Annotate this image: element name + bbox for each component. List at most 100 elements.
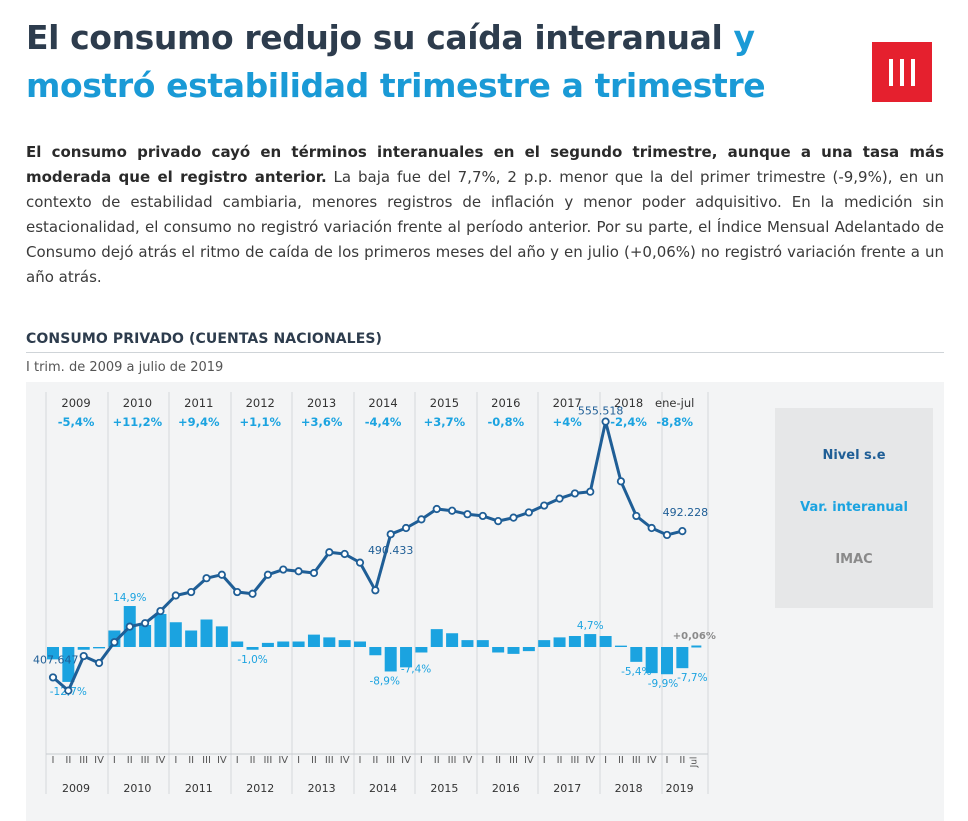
annual-change-label: +1,1% (239, 415, 281, 429)
logo-bar (889, 59, 893, 86)
quarter-tick-label: II (250, 755, 256, 766)
level-point (417, 515, 426, 524)
level-label-start: 407.647 (33, 653, 79, 666)
yoy-bar (154, 614, 167, 647)
quarter-tick-label: I (52, 755, 55, 766)
quarter-tick-label: IV (340, 755, 350, 766)
quarter-tick-label: II (311, 755, 317, 766)
level-label-end: 492.228 (663, 506, 709, 519)
title-part-blue: y mostró estabilidad trimestre a trimest… (26, 18, 766, 105)
month-tick-label: Jul (689, 757, 699, 769)
yoy-bar (676, 647, 689, 669)
yoy-bar (522, 647, 535, 652)
bottom-year-label: 2017 (553, 782, 581, 795)
yoy-data-label: -7,4% (401, 663, 431, 675)
yoy-bar (62, 647, 75, 682)
quarter-tick-label: I (113, 755, 116, 766)
level-point (555, 494, 564, 503)
yoy-bar (645, 647, 658, 674)
quarter-tick-label: III (202, 755, 211, 766)
three-vertical-bars-logo (872, 42, 932, 102)
quarter-tick-label: IV (278, 755, 288, 766)
chart-subtitle: I trim. de 2009 a julio de 2019 (26, 360, 224, 375)
yoy-bar (630, 647, 643, 662)
bottom-year-label: 2012 (246, 782, 274, 795)
page-title: El consumo redujo su caída interanual y … (26, 14, 856, 110)
quarter-tick-label: I (236, 755, 239, 766)
yoy-bar (369, 647, 382, 656)
quarter-tick-label: II (434, 755, 440, 766)
year-header-label: 2013 (307, 396, 336, 410)
yoy-data-label: 14,9% (113, 592, 146, 604)
level-point (401, 523, 411, 533)
level-point (524, 508, 533, 517)
annual-change-label: -0,8% (487, 415, 524, 429)
level-point (340, 549, 349, 559)
yoy-bar (215, 626, 228, 647)
quarter-tick-label: I (174, 755, 177, 766)
logo-bar (900, 59, 904, 86)
title-part-dark: El consumo redujo su caída interanual (26, 18, 734, 57)
quarter-tick-label: III (448, 755, 457, 766)
level-point (110, 638, 119, 647)
level-point (540, 501, 549, 510)
bottom-year-label: 2013 (308, 782, 336, 795)
yoy-bar (461, 640, 474, 647)
level-point (678, 526, 687, 536)
level-point (447, 506, 457, 515)
level-label-max: 555.518 (578, 405, 624, 418)
level-point (632, 511, 641, 521)
yoy-bar (47, 647, 59, 660)
yoy-bar (553, 637, 566, 647)
yoy-bar (185, 630, 198, 647)
quarter-tick-label: IV (217, 755, 227, 766)
quarter-tick-label: I (543, 755, 546, 766)
level-point (48, 673, 58, 682)
legend-item-imac[interactable]: IMAC (835, 552, 873, 567)
yoy-bar (354, 641, 366, 647)
imac-bar (691, 645, 702, 648)
level-point (325, 548, 334, 557)
yoy-bar (614, 645, 627, 647)
lead-bold: El consumo privado cayó en términos inte… (26, 143, 944, 186)
imac-label: +0,06% (673, 631, 716, 642)
annual-change-label: -5,4% (58, 415, 95, 429)
level-point (294, 567, 303, 576)
quarter-tick-label: III (263, 755, 272, 766)
chart-legend: Nivel s.e Var. interanual IMAC (775, 408, 933, 608)
logo-bar (911, 59, 915, 86)
year-header-label: 2015 (430, 396, 459, 410)
quarter-tick-label: IV (585, 755, 595, 766)
bottom-year-label: 2011 (185, 782, 213, 795)
level-point (79, 651, 88, 661)
yoy-bar (492, 647, 505, 653)
legend-item-var-interanual[interactable]: Var. interanual (800, 500, 908, 515)
quarter-tick-label: III (386, 755, 395, 766)
annual-change-label: -2,4% (610, 415, 647, 429)
quarter-tick-label: II (127, 755, 133, 766)
level-point (233, 587, 242, 597)
chart-title-rule (26, 352, 944, 353)
yoy-bar (538, 640, 551, 647)
level-point (570, 489, 580, 498)
yoy-bar (169, 622, 182, 647)
yoy-bar (323, 637, 336, 647)
yoy-bar (277, 641, 290, 647)
bottom-year-label: 2018 (615, 782, 643, 795)
quarter-tick-label: II (618, 755, 624, 766)
yoy-bar (77, 647, 90, 650)
yoy-bar (261, 642, 274, 647)
level-point (309, 568, 319, 578)
quarter-tick-label: I (666, 755, 669, 766)
level-point (94, 658, 104, 668)
yoy-data-label: -7,7% (677, 672, 707, 684)
level-point (125, 622, 134, 631)
yoy-data-label: 4,7% (577, 620, 604, 632)
legend-item-nivel[interactable]: Nivel s.e (822, 448, 886, 463)
year-header-label: 2016 (491, 396, 520, 410)
quarter-tick-label: IV (94, 755, 104, 766)
level-point (432, 504, 441, 514)
year-header-label: 2017 (553, 396, 582, 410)
quarter-tick-label: III (79, 755, 88, 766)
level-point (478, 511, 487, 521)
